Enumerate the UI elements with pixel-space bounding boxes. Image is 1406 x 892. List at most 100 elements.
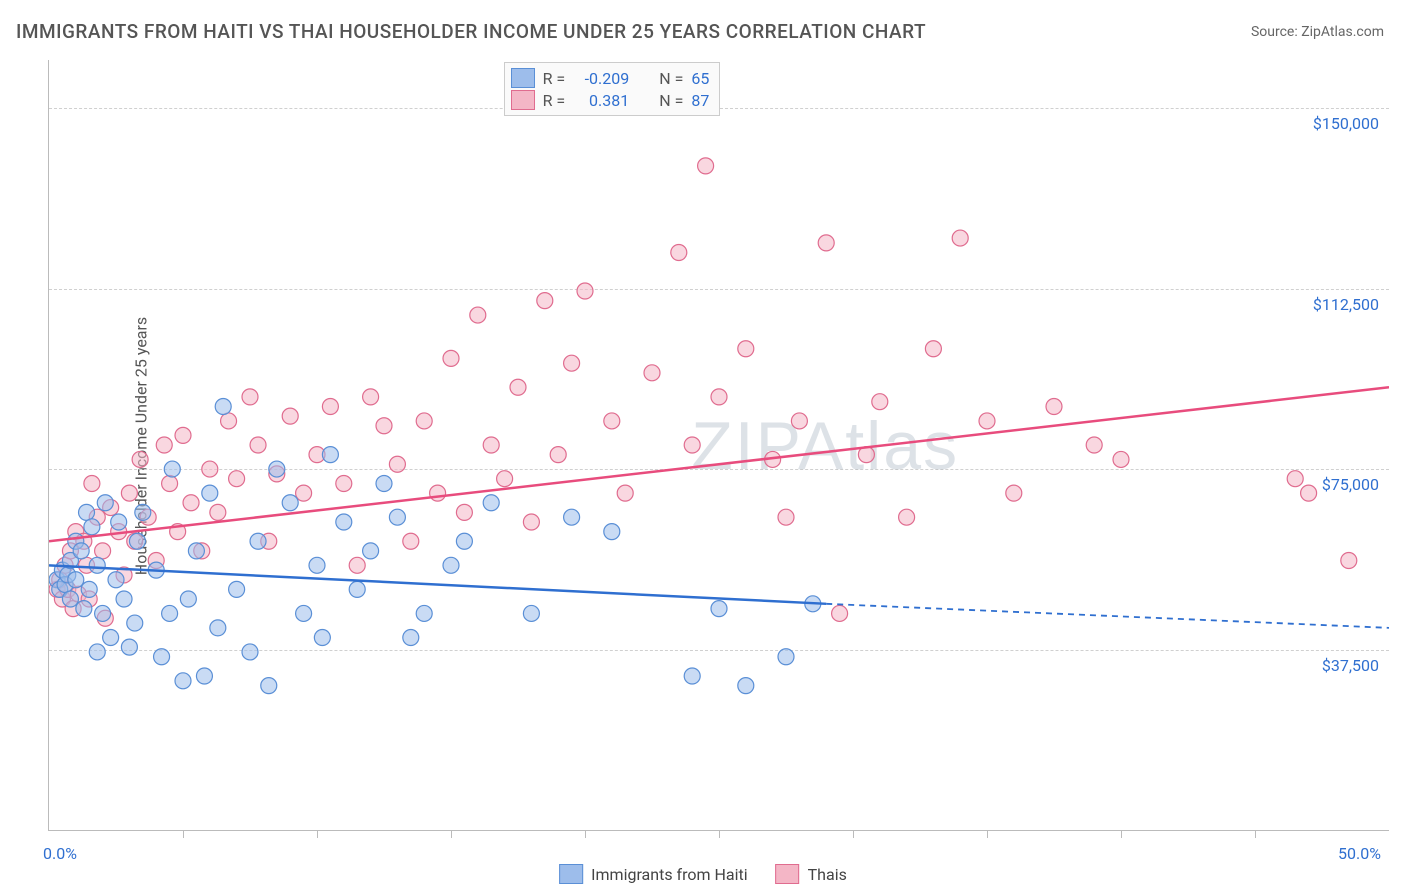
r-value: 0.381 [573,91,629,110]
data-point [336,514,352,530]
data-point [196,668,212,684]
data-point [121,639,137,655]
data-point [202,461,218,477]
data-point [778,649,794,665]
n-label: N = [659,91,683,110]
data-point [210,504,226,520]
scatter-svg [49,60,1389,830]
data-point [103,630,119,646]
data-point [1287,471,1303,487]
data-point [229,581,245,597]
data-point [282,408,298,424]
data-point [684,437,700,453]
n-value: 65 [691,69,709,88]
data-point [456,504,472,520]
data-point [336,476,352,492]
data-point [154,649,170,665]
x-min-label: 0.0% [43,844,77,863]
data-point [376,476,392,492]
data-point [818,235,834,251]
data-point [376,418,392,434]
data-point [180,591,196,607]
data-point [68,572,84,588]
x-tick [1255,830,1256,838]
data-point [164,461,180,477]
x-tick [987,830,988,838]
legend-label-thais: Thais [808,865,847,884]
data-point [89,557,105,573]
data-point [349,581,365,597]
data-point [497,471,513,487]
trend-line [826,604,1389,628]
data-point [242,389,258,405]
data-point [282,495,298,511]
data-point [97,495,113,511]
chart-plot-area: $37,500$75,000$112,500$150,000 [48,60,1389,831]
data-point [296,605,312,621]
data-point [111,514,127,530]
data-point [322,447,338,463]
data-point [250,533,266,549]
data-point [1341,553,1357,569]
data-point [416,413,432,429]
data-point [322,399,338,415]
data-point [711,601,727,617]
data-point [1113,451,1129,467]
data-point [175,427,191,443]
data-point [738,678,754,694]
data-point [791,413,807,429]
data-point [711,389,727,405]
data-point [604,524,620,540]
data-point [952,230,968,246]
data-point [81,581,97,597]
data-point [84,519,100,535]
n-label: N = [659,69,683,88]
data-point [456,533,472,549]
legend-item-thais: Thais [776,864,847,884]
square-icon [776,864,800,884]
data-point [162,605,178,621]
data-point [430,485,446,501]
data-point [175,673,191,689]
data-point [403,630,419,646]
data-point [979,413,995,429]
x-tick [1121,830,1122,838]
data-point [76,601,92,617]
data-point [250,437,266,453]
data-point [483,437,499,453]
legend-stats: R =-0.209N =65R =0.381N =87 [504,62,721,116]
data-point [62,591,78,607]
data-point [537,293,553,309]
trend-line [49,387,1389,541]
legend-bottom: Immigrants from Haiti Thais [559,864,847,884]
square-icon [559,864,583,884]
data-point [309,557,325,573]
data-point [183,495,199,511]
data-point [269,461,285,477]
data-point [314,630,330,646]
square-icon [511,68,535,88]
x-tick [719,830,720,838]
data-point [215,399,231,415]
data-point [832,605,848,621]
data-point [778,509,794,525]
data-point [671,245,687,261]
data-point [510,379,526,395]
r-label: R = [543,69,566,88]
data-point [1301,485,1317,501]
x-tick [853,830,854,838]
data-point [443,557,459,573]
data-point [296,485,312,501]
data-point [121,485,137,501]
data-point [95,605,111,621]
source-name: ZipAtlas.com [1301,24,1384,40]
square-icon [511,90,535,110]
data-point [644,365,660,381]
data-point [550,447,566,463]
x-tick [585,830,586,838]
data-point [349,557,365,573]
data-point [416,605,432,621]
data-point [564,355,580,371]
data-point [564,509,580,525]
data-point [132,451,148,467]
